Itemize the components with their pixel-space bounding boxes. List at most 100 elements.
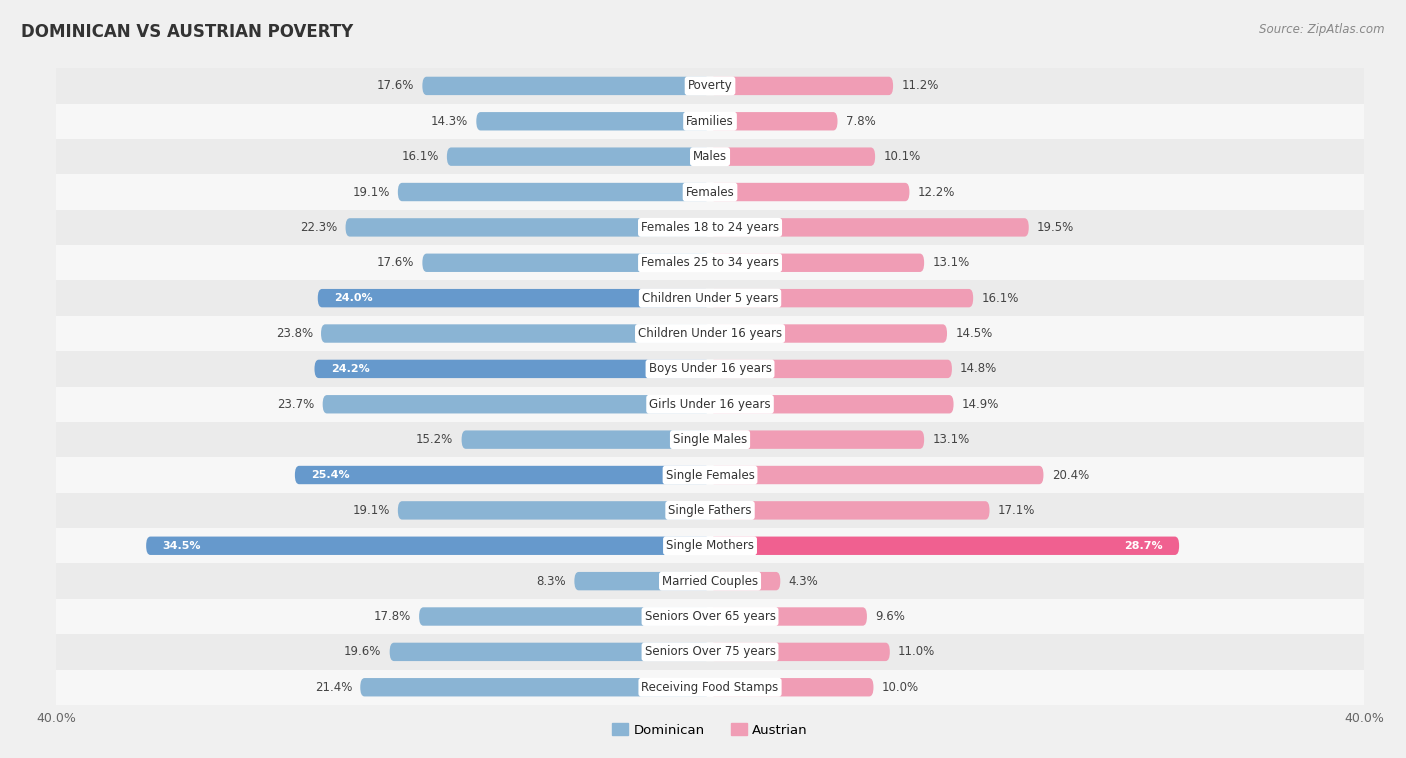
- Text: 28.7%: 28.7%: [1125, 540, 1163, 551]
- FancyBboxPatch shape: [318, 289, 710, 307]
- FancyBboxPatch shape: [710, 431, 924, 449]
- Bar: [56, 104, 1364, 139]
- FancyBboxPatch shape: [710, 324, 948, 343]
- FancyBboxPatch shape: [295, 466, 710, 484]
- FancyBboxPatch shape: [477, 112, 710, 130]
- Text: 9.6%: 9.6%: [875, 610, 905, 623]
- Text: Children Under 5 years: Children Under 5 years: [641, 292, 779, 305]
- Text: 25.4%: 25.4%: [311, 470, 350, 480]
- Text: Children Under 16 years: Children Under 16 years: [638, 327, 782, 340]
- Bar: [56, 280, 1364, 316]
- FancyBboxPatch shape: [146, 537, 710, 555]
- FancyBboxPatch shape: [710, 678, 873, 697]
- FancyBboxPatch shape: [710, 148, 875, 166]
- FancyBboxPatch shape: [398, 183, 710, 201]
- FancyBboxPatch shape: [422, 77, 710, 95]
- Text: 23.8%: 23.8%: [276, 327, 314, 340]
- FancyBboxPatch shape: [575, 572, 710, 590]
- Text: Boys Under 16 years: Boys Under 16 years: [648, 362, 772, 375]
- FancyBboxPatch shape: [710, 360, 952, 378]
- FancyBboxPatch shape: [710, 218, 1029, 236]
- Text: Single Fathers: Single Fathers: [668, 504, 752, 517]
- Bar: [56, 68, 1364, 104]
- Bar: [56, 245, 1364, 280]
- Text: 12.2%: 12.2%: [918, 186, 955, 199]
- Text: Married Couples: Married Couples: [662, 575, 758, 587]
- Bar: [56, 599, 1364, 634]
- Text: 7.8%: 7.8%: [845, 114, 876, 128]
- Text: 10.0%: 10.0%: [882, 681, 918, 694]
- FancyBboxPatch shape: [321, 324, 710, 343]
- Text: Females: Females: [686, 186, 734, 199]
- FancyBboxPatch shape: [710, 572, 780, 590]
- Text: 19.1%: 19.1%: [353, 186, 389, 199]
- Bar: [56, 139, 1364, 174]
- Text: Single Males: Single Males: [673, 433, 747, 446]
- FancyBboxPatch shape: [710, 537, 1180, 555]
- Text: 20.4%: 20.4%: [1052, 468, 1088, 481]
- Text: 14.9%: 14.9%: [962, 398, 1000, 411]
- Text: Single Females: Single Females: [665, 468, 755, 481]
- Text: 19.5%: 19.5%: [1038, 221, 1074, 234]
- Text: 19.1%: 19.1%: [353, 504, 389, 517]
- FancyBboxPatch shape: [419, 607, 710, 625]
- Text: Seniors Over 75 years: Seniors Over 75 years: [644, 645, 776, 659]
- FancyBboxPatch shape: [710, 607, 868, 625]
- Bar: [56, 528, 1364, 563]
- FancyBboxPatch shape: [710, 501, 990, 519]
- Text: 8.3%: 8.3%: [537, 575, 567, 587]
- Text: 24.0%: 24.0%: [335, 293, 373, 303]
- Text: Families: Families: [686, 114, 734, 128]
- Text: 34.5%: 34.5%: [163, 540, 201, 551]
- Bar: [56, 351, 1364, 387]
- Text: 22.3%: 22.3%: [299, 221, 337, 234]
- FancyBboxPatch shape: [461, 431, 710, 449]
- FancyBboxPatch shape: [710, 395, 953, 413]
- Text: Poverty: Poverty: [688, 80, 733, 92]
- Text: DOMINICAN VS AUSTRIAN POVERTY: DOMINICAN VS AUSTRIAN POVERTY: [21, 23, 353, 41]
- Bar: [56, 316, 1364, 351]
- Text: 11.2%: 11.2%: [901, 80, 939, 92]
- Bar: [56, 387, 1364, 422]
- Bar: [56, 563, 1364, 599]
- Text: 17.6%: 17.6%: [377, 80, 415, 92]
- Text: Receiving Food Stamps: Receiving Food Stamps: [641, 681, 779, 694]
- Text: 15.2%: 15.2%: [416, 433, 453, 446]
- Text: 13.1%: 13.1%: [932, 433, 970, 446]
- Bar: [56, 422, 1364, 457]
- Text: 16.1%: 16.1%: [401, 150, 439, 163]
- Bar: [56, 174, 1364, 210]
- Text: 23.7%: 23.7%: [277, 398, 315, 411]
- Text: Females 25 to 34 years: Females 25 to 34 years: [641, 256, 779, 269]
- Text: 19.6%: 19.6%: [344, 645, 381, 659]
- FancyBboxPatch shape: [710, 183, 910, 201]
- FancyBboxPatch shape: [710, 112, 838, 130]
- Text: Males: Males: [693, 150, 727, 163]
- FancyBboxPatch shape: [710, 77, 893, 95]
- Text: 4.3%: 4.3%: [789, 575, 818, 587]
- FancyBboxPatch shape: [398, 501, 710, 519]
- FancyBboxPatch shape: [346, 218, 710, 236]
- FancyBboxPatch shape: [389, 643, 710, 661]
- Bar: [56, 457, 1364, 493]
- Bar: [56, 669, 1364, 705]
- Text: 24.2%: 24.2%: [330, 364, 370, 374]
- Text: 11.0%: 11.0%: [898, 645, 935, 659]
- FancyBboxPatch shape: [447, 148, 710, 166]
- Bar: [56, 634, 1364, 669]
- FancyBboxPatch shape: [322, 395, 710, 413]
- Text: Seniors Over 65 years: Seniors Over 65 years: [644, 610, 776, 623]
- Text: 21.4%: 21.4%: [315, 681, 352, 694]
- FancyBboxPatch shape: [360, 678, 710, 697]
- Text: 13.1%: 13.1%: [932, 256, 970, 269]
- FancyBboxPatch shape: [710, 466, 1043, 484]
- Text: 17.6%: 17.6%: [377, 256, 415, 269]
- Text: 10.1%: 10.1%: [883, 150, 921, 163]
- Text: Females 18 to 24 years: Females 18 to 24 years: [641, 221, 779, 234]
- Text: 14.8%: 14.8%: [960, 362, 997, 375]
- Text: Single Mothers: Single Mothers: [666, 539, 754, 553]
- Text: 16.1%: 16.1%: [981, 292, 1019, 305]
- FancyBboxPatch shape: [710, 254, 924, 272]
- Text: 14.5%: 14.5%: [955, 327, 993, 340]
- FancyBboxPatch shape: [710, 643, 890, 661]
